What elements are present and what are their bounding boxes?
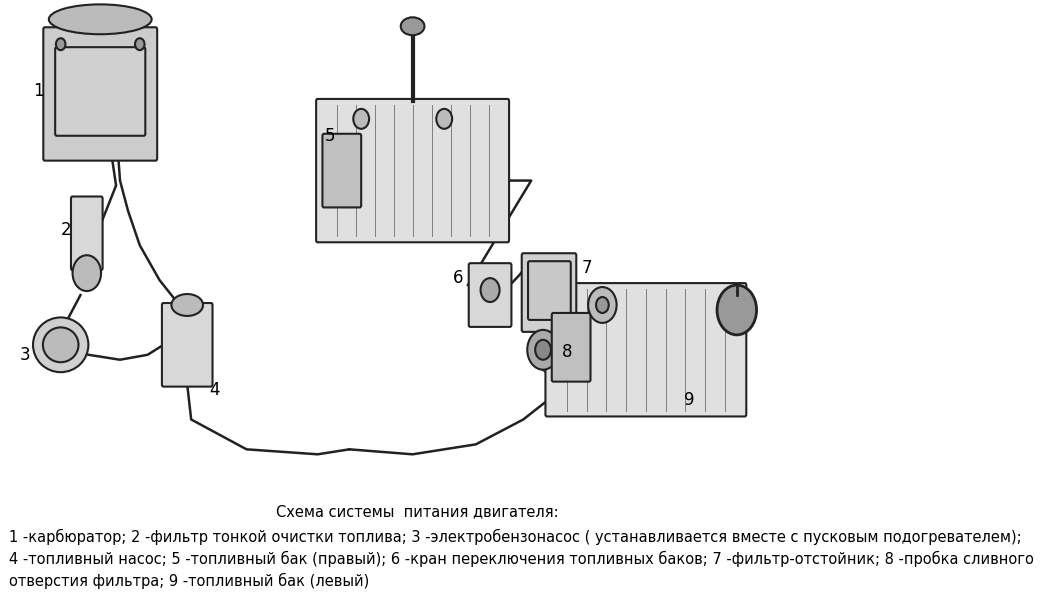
Text: Схема системы  питания двигателя:: Схема системы питания двигателя: xyxy=(276,504,559,519)
Text: 6: 6 xyxy=(453,269,464,287)
FancyBboxPatch shape xyxy=(70,197,103,270)
Text: 1 -карбюратор; 2 -фильтр тонкой очистки топлива; 3 -электробензонасос ( устанавл: 1 -карбюратор; 2 -фильтр тонкой очистки … xyxy=(9,529,1021,545)
Circle shape xyxy=(481,278,500,302)
Circle shape xyxy=(437,109,452,129)
FancyBboxPatch shape xyxy=(316,99,509,242)
Circle shape xyxy=(588,287,616,323)
FancyBboxPatch shape xyxy=(528,261,571,320)
Circle shape xyxy=(135,38,144,50)
Circle shape xyxy=(596,297,609,313)
Ellipse shape xyxy=(33,317,88,372)
FancyBboxPatch shape xyxy=(545,283,746,416)
FancyBboxPatch shape xyxy=(162,303,213,387)
Circle shape xyxy=(717,285,756,335)
Circle shape xyxy=(56,38,65,50)
Text: 1: 1 xyxy=(34,82,44,100)
Circle shape xyxy=(527,330,559,370)
Ellipse shape xyxy=(171,294,203,316)
FancyBboxPatch shape xyxy=(522,253,576,332)
Text: 4: 4 xyxy=(209,381,220,399)
Circle shape xyxy=(73,255,101,291)
FancyBboxPatch shape xyxy=(323,134,361,208)
Text: 7: 7 xyxy=(582,259,592,277)
Ellipse shape xyxy=(48,4,151,34)
Circle shape xyxy=(535,340,551,360)
Circle shape xyxy=(353,109,369,129)
FancyBboxPatch shape xyxy=(551,313,590,382)
Text: 2: 2 xyxy=(61,222,72,239)
Text: 8: 8 xyxy=(562,343,572,361)
Text: отверстия фильтра; 9 -топливный бак (левый): отверстия фильтра; 9 -топливный бак (лев… xyxy=(9,573,369,589)
FancyBboxPatch shape xyxy=(55,47,145,136)
Text: 9: 9 xyxy=(684,390,694,409)
Text: 4 -топливный насос; 5 -топливный бак (правый); 6 -кран переключения топливных ба: 4 -топливный насос; 5 -топливный бак (пр… xyxy=(9,551,1034,567)
FancyBboxPatch shape xyxy=(43,27,157,161)
Ellipse shape xyxy=(43,327,79,362)
FancyBboxPatch shape xyxy=(469,263,511,327)
Ellipse shape xyxy=(401,18,424,35)
Text: 5: 5 xyxy=(324,127,335,145)
Text: 3: 3 xyxy=(20,346,31,364)
